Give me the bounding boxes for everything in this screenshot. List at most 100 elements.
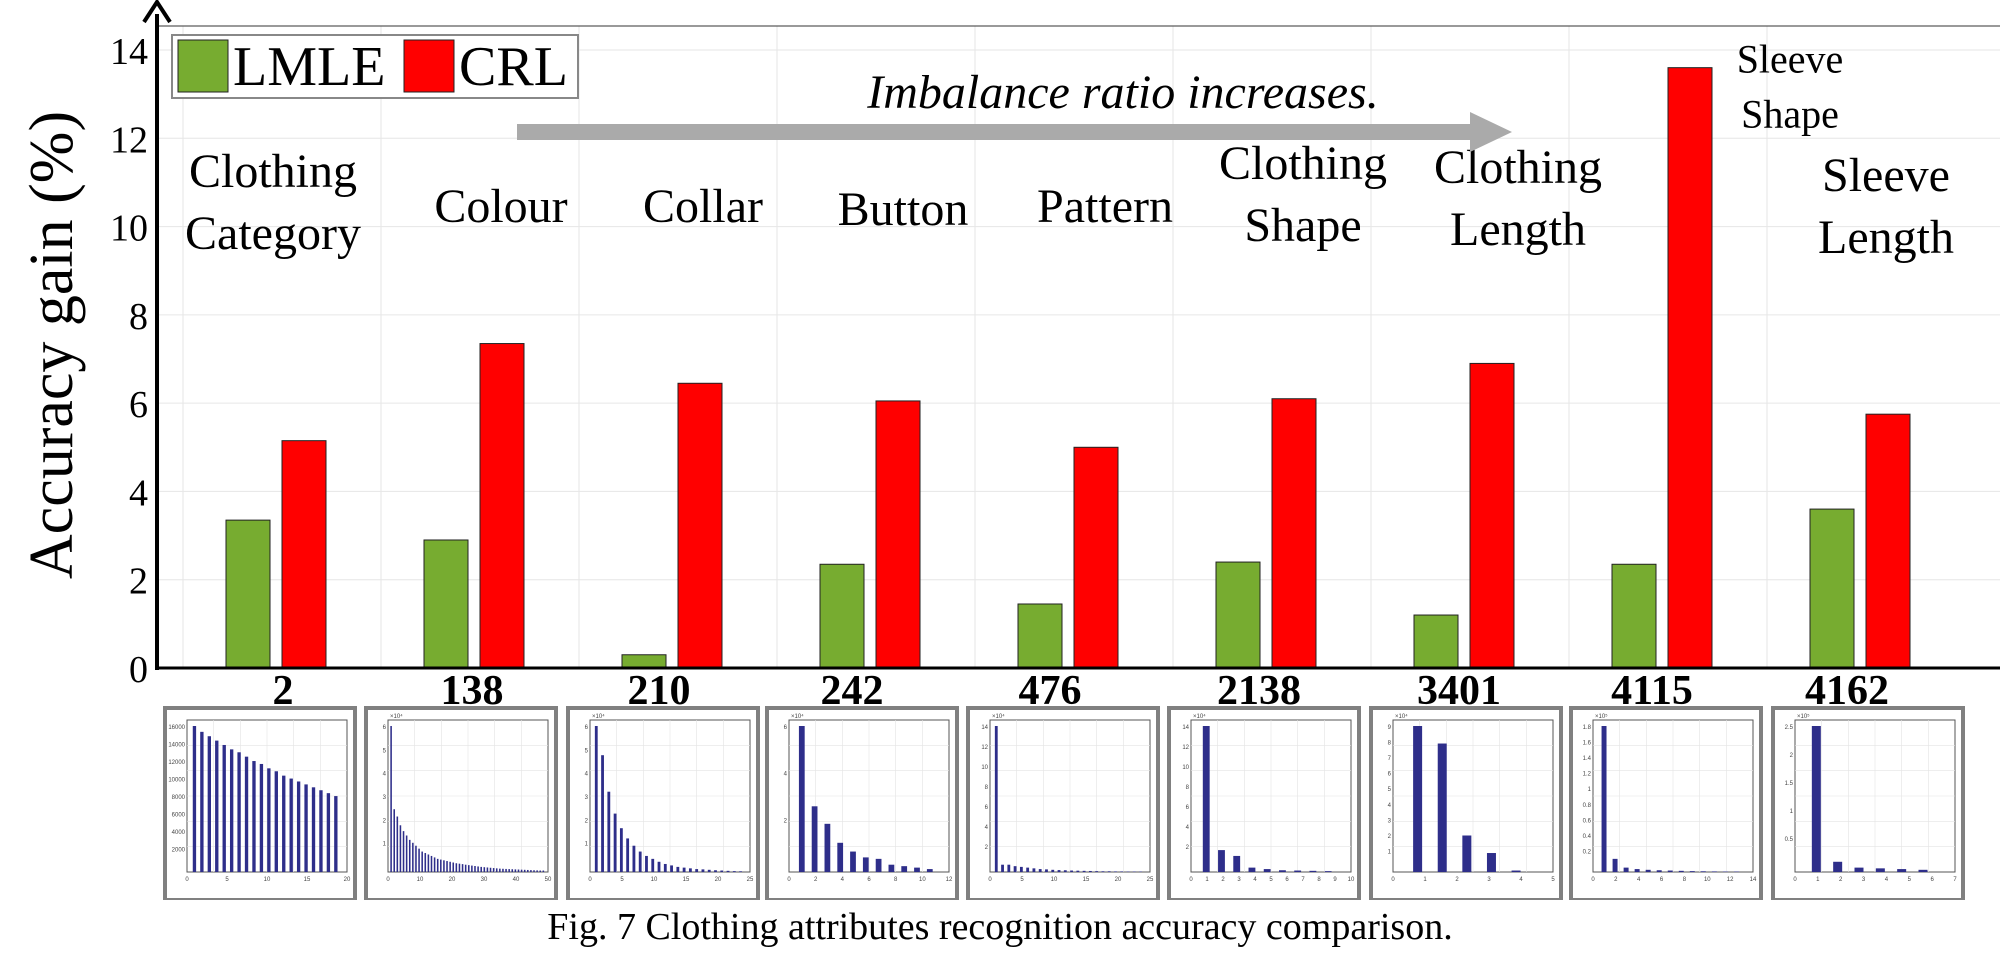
thumbnail-y-tick: 4	[1186, 825, 1190, 831]
distribution-bar	[427, 854, 430, 872]
distribution-bar	[458, 863, 461, 872]
axes	[142, 0, 2000, 670]
thumbnail-x-tick: 3	[1862, 877, 1866, 883]
thumbnail-x-tick: 30	[481, 877, 488, 883]
thumbnail-x-tick: 15	[304, 877, 311, 883]
thumbnail-x-tick: 10	[1704, 877, 1711, 883]
thumbnail-y-exponent: ×10⁴	[992, 713, 1005, 720]
thumbnail-x-tick: 8	[1683, 877, 1687, 883]
thumbnail-y-tick: 0.6	[1583, 818, 1592, 824]
crl-legend-label: CRL	[459, 36, 568, 98]
thumbnail-y-tick: 6	[985, 805, 989, 811]
thumbnail-y-tick: 10	[1182, 765, 1189, 771]
thumbnail-y-tick: 1	[1790, 809, 1794, 815]
distribution-bar	[530, 870, 532, 872]
distribution-bar	[862, 857, 869, 872]
distribution-bar	[1601, 726, 1607, 872]
distribution-bar	[726, 870, 730, 872]
distribution-bar	[1218, 850, 1225, 872]
thumbnail-x-tick: 0	[588, 877, 592, 883]
thumbnail-x-tick: 10	[1348, 877, 1355, 883]
distribution-bar	[393, 809, 395, 872]
distribution-bar	[632, 845, 636, 872]
distribution-bar	[1324, 871, 1332, 872]
distribution-bar	[237, 752, 241, 872]
distribution-bar	[200, 731, 204, 872]
distribution-bar	[405, 835, 408, 872]
distribution-bar	[421, 851, 423, 872]
distribution-bar	[533, 870, 535, 872]
distribution-thumbnail: 6 4 2 0 2 4 6 8 10 12 ×10⁴	[765, 706, 959, 900]
distribution-bar	[1854, 867, 1864, 872]
distribution-bar	[296, 781, 301, 872]
distribution-bar	[1063, 870, 1067, 872]
distribution-bar	[670, 865, 673, 872]
thumbnail-y-tick: 4	[985, 825, 989, 831]
distribution-bar	[289, 778, 293, 872]
thumbnail-x-tick: 7	[1953, 877, 1957, 883]
distribution-bar	[1032, 868, 1036, 872]
thumbnail-y-tick: 12	[981, 745, 988, 751]
thumbnail-x-tick: 5	[1269, 877, 1273, 883]
category-label: Collar	[643, 180, 763, 233]
thumbnail-x-tick: 3	[1487, 877, 1491, 883]
thumbnail-y-tick: 1	[383, 842, 387, 848]
distribution-bar	[471, 865, 473, 872]
category-label: Clothing Category	[185, 145, 361, 260]
distribution-bar	[412, 842, 414, 872]
distribution-bar	[1634, 869, 1640, 872]
thumbnail-x-tick: 2	[1839, 877, 1843, 883]
distribution-bar	[676, 866, 680, 872]
lmle-bar	[1413, 614, 1459, 669]
legend: LMLE CRL	[171, 34, 579, 99]
crl-bar	[281, 440, 327, 669]
distribution-bar	[1007, 864, 1011, 872]
distribution-bar	[651, 858, 655, 872]
category-label: Colour	[434, 180, 567, 233]
distribution-bar	[252, 761, 256, 872]
distribution-bar	[1645, 869, 1651, 872]
thumbnail-x-tick: 2	[1614, 877, 1618, 883]
thumbnail-x-tick: 20	[344, 877, 351, 883]
thumbnail-x-tick: 4	[1637, 877, 1641, 883]
distribution-bar	[304, 784, 308, 872]
crl-bar	[875, 400, 921, 669]
imbalance-arrow-head	[1470, 112, 1512, 152]
thumbnail-x-tick: 10	[919, 877, 926, 883]
thumbnail-y-tick: 2	[985, 845, 989, 851]
thumbnail-x-tick: 7	[1301, 877, 1305, 883]
distribution-bar	[408, 839, 411, 872]
distribution-bar	[464, 864, 467, 872]
category-label: Pattern	[1037, 180, 1173, 233]
distribution-bar	[626, 838, 630, 872]
lmle-bar	[621, 654, 667, 669]
imbalance-ratio-label: 2	[273, 668, 294, 714]
distribution-bar	[1511, 870, 1521, 872]
distribution-bar	[267, 768, 271, 872]
distribution-bar	[505, 868, 507, 872]
thumbnail-y-exponent: ×10⁴	[1395, 713, 1408, 720]
distribution-bar	[601, 755, 604, 872]
thumbnail-x-tick: 20	[1115, 877, 1122, 883]
distribution-bar	[461, 864, 464, 872]
distribution-thumbnail: 1.8 1.6 1.4 1.2 1 0.8 0.6 0.4 0.2 0 2 4 6 8 10 12 14 ×10⁵	[1569, 706, 1763, 900]
thumbnail-y-tick: 9	[1388, 725, 1392, 731]
thumbnail-y-exponent: ×10⁵	[1595, 713, 1608, 720]
y-tick-label: 0	[129, 649, 148, 691]
crl-bar	[1667, 67, 1713, 669]
distribution-bar	[499, 868, 501, 872]
distribution-bar	[449, 861, 451, 872]
thumbnail-y-tick: 4000	[172, 830, 186, 836]
distribution-bar	[433, 857, 436, 872]
distribution-thumbnail: 9 8 7 6 5 4 3 2 1 0 1 2 3 4 5 ×10⁴	[1369, 706, 1563, 900]
distribution-bar	[326, 793, 331, 872]
thumbnail-x-tick: 2	[814, 877, 818, 883]
distribution-bar	[1678, 870, 1684, 872]
thumbnail-x-tick: 2	[1455, 877, 1459, 883]
thumbnail-y-tick: 2	[1388, 834, 1392, 840]
figure-caption: Fig. 7 Clothing attributes recognition a…	[547, 906, 1453, 948]
thumbnail-x-tick: 40	[513, 877, 520, 883]
